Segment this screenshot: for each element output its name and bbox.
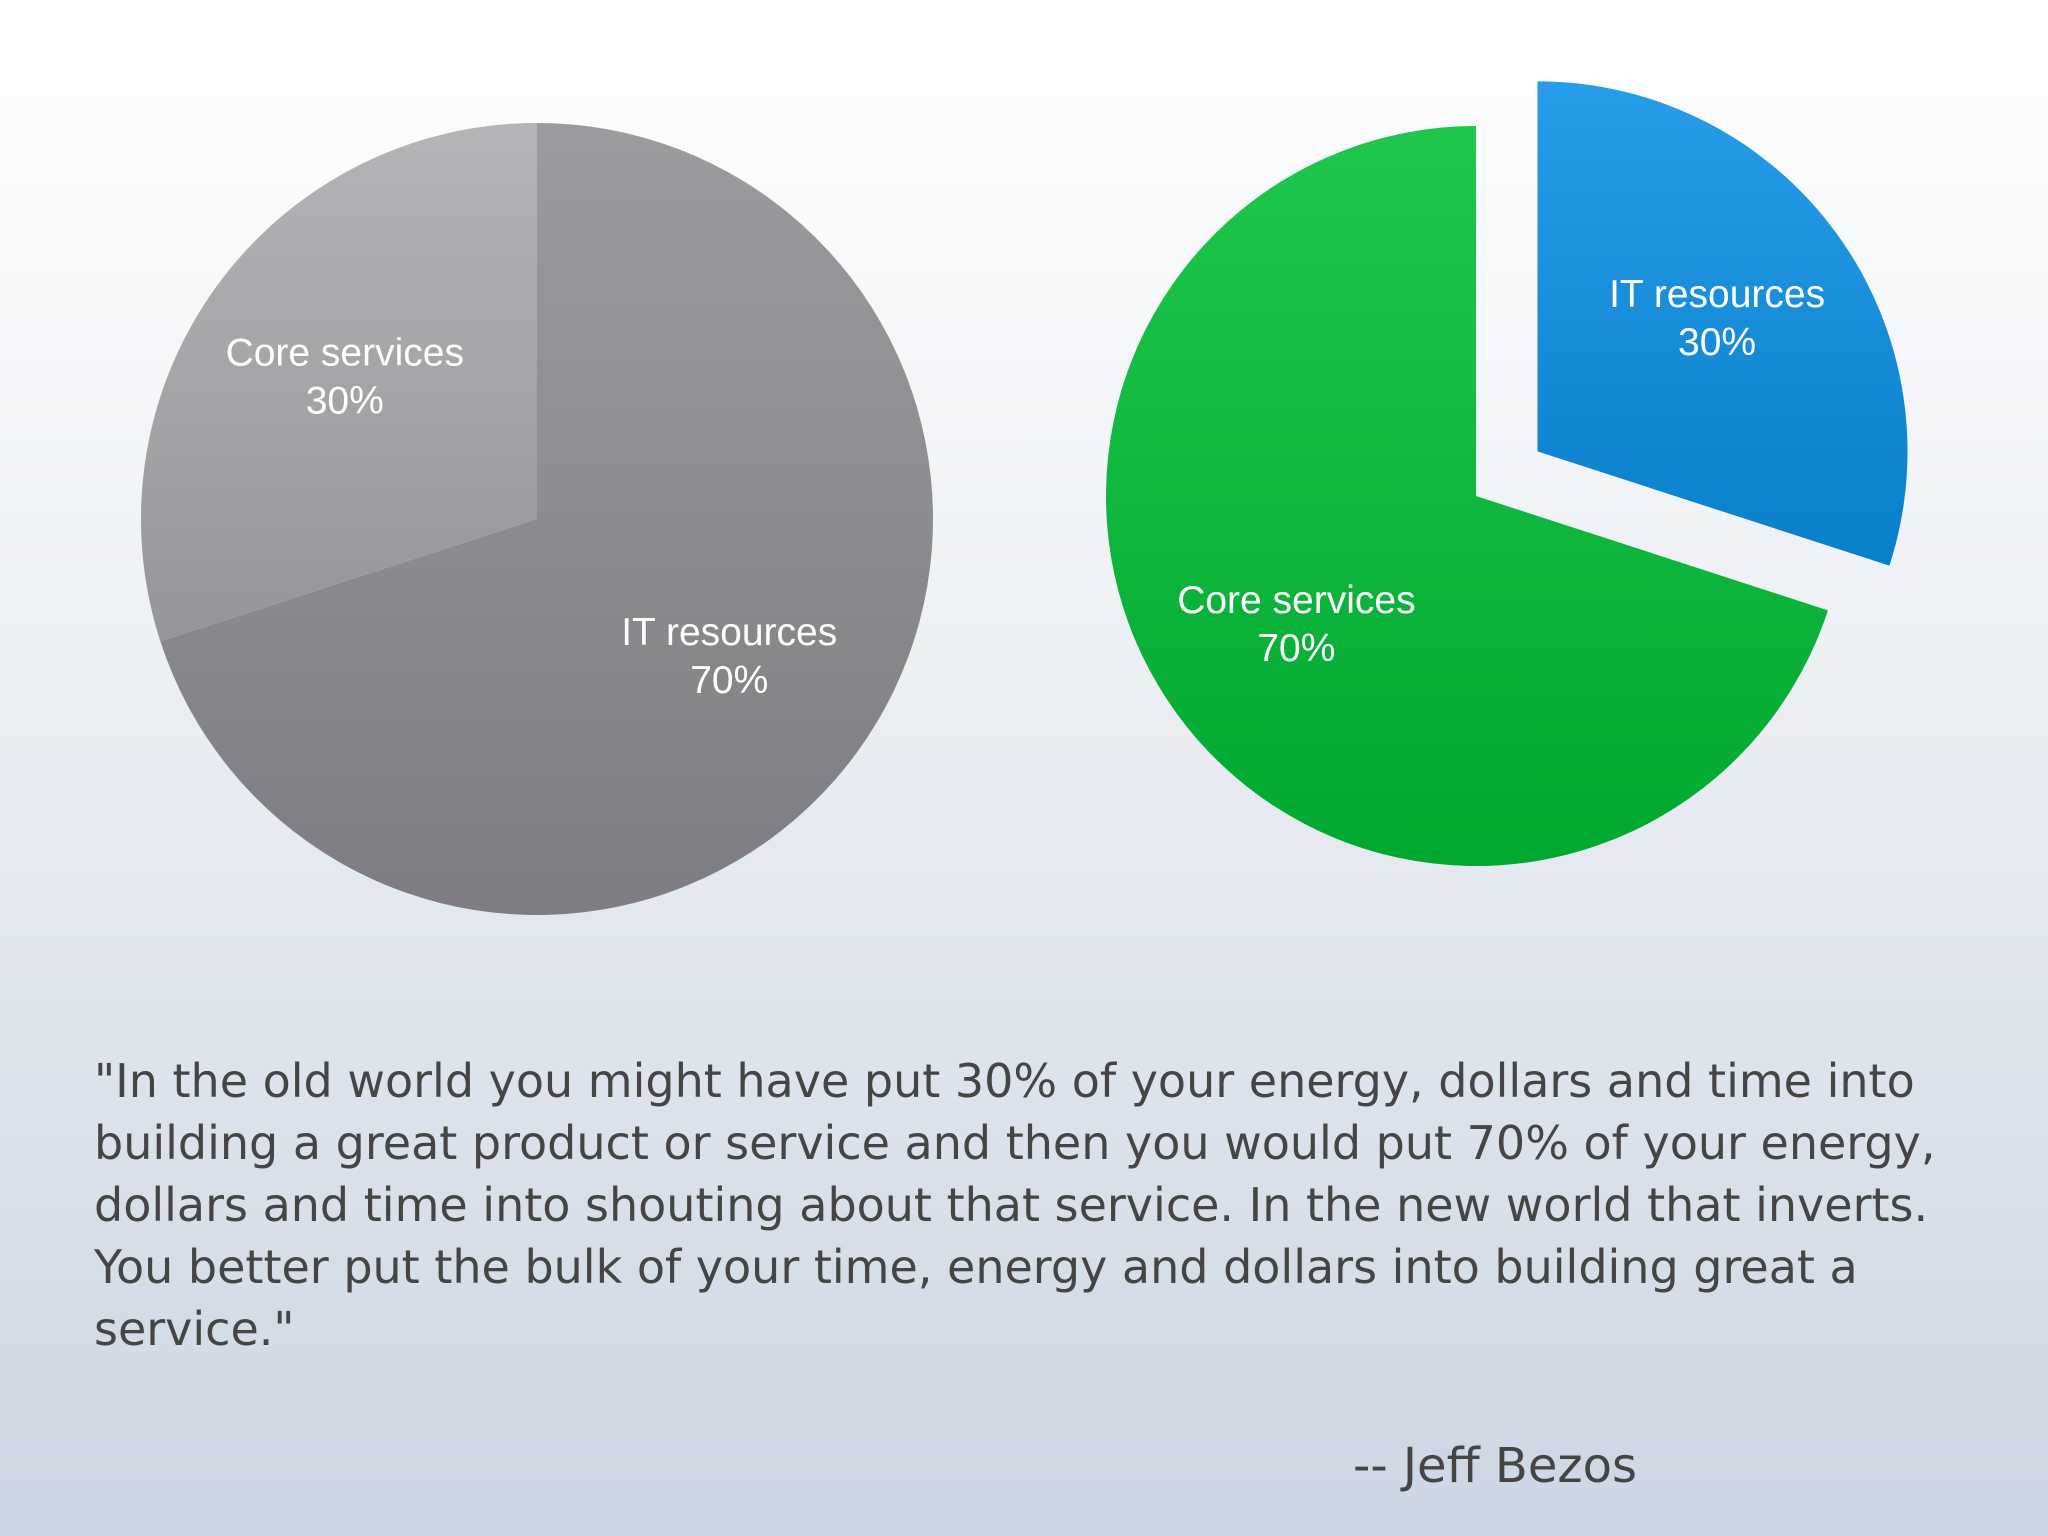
slice-label: Core services <box>226 332 464 375</box>
attribution: -- Jeff Bezos <box>1353 1438 1637 1494</box>
value-label: 30% <box>1678 321 1756 364</box>
slice-shade <box>1537 81 1908 566</box>
slice-label: IT resources <box>621 611 837 654</box>
slice-label: Core services <box>1177 579 1415 622</box>
value-label: 70% <box>1257 627 1335 670</box>
value-label: 30% <box>306 380 384 423</box>
quote: "In the old world you might have put 30%… <box>94 1054 1936 1356</box>
slice-label: IT resources <box>1609 273 1825 316</box>
value-label: 70% <box>690 659 768 702</box>
slice-shade <box>160 123 934 916</box>
slice-shade <box>140 123 537 642</box>
slice-shade <box>1106 126 1828 866</box>
charts: IT resources 70% Core services 30% IT resour… <box>140 81 1908 916</box>
